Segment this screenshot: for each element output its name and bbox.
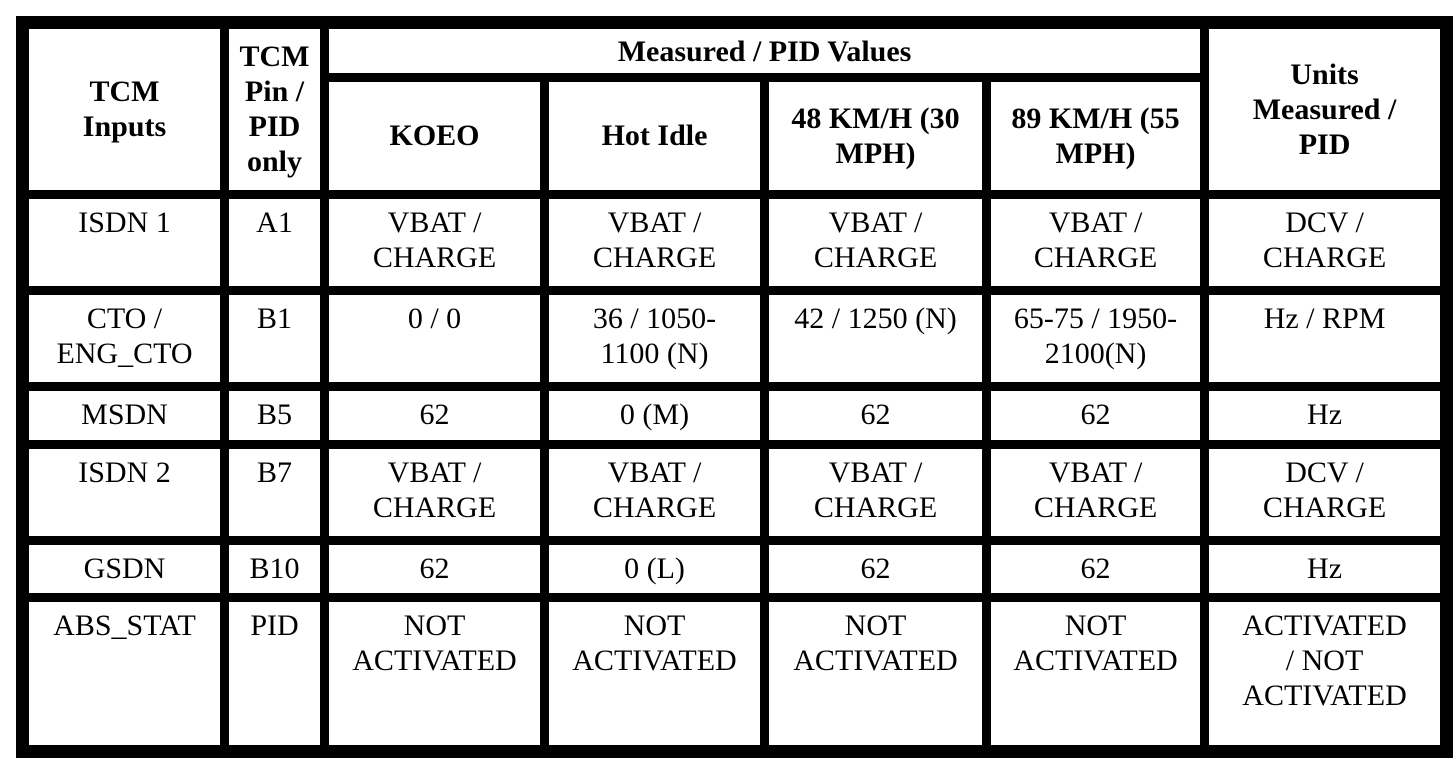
cell-pin: B10 [220,535,329,602]
cell-units: DCV / CHARGE [1200,439,1452,545]
cell-pin: B7 [220,439,329,545]
cell-89-kmh: NOT ACTIVATED [981,592,1210,757]
cell-pin: B1 [220,285,329,392]
header-koeo: KOEO [320,73,549,199]
cell-units: Hz [1200,535,1452,602]
cell-48-kmh: VBAT / CHARGE [760,189,991,295]
table-row-isdn1: ISDN 1 A1 VBAT / CHARGE VBAT / CHARGE VB… [18,189,1452,295]
cell-pin: A1 [220,189,329,295]
cell-hot-idle: 36 / 1050- 1100 (N) [540,285,769,392]
cell-hot-idle: 0 (M) [540,382,769,449]
cell-units: Hz [1200,382,1452,449]
cell-units: Hz / RPM [1200,285,1452,392]
table-row-isdn2: ISDN 2 B7 VBAT / CHARGE VBAT / CHARGE VB… [18,439,1452,545]
cell-48-kmh: 62 [760,382,991,449]
cell-koeo: NOT ACTIVATED [320,592,549,757]
cell-koeo: VBAT / CHARGE [320,189,549,295]
cell-48-kmh: 42 / 1250 (N) [760,285,991,392]
cell-units: DCV / CHARGE [1200,189,1452,295]
cell-koeo: 62 [320,382,549,449]
table-row-abs-stat: ABS_STAT PID NOT ACTIVATED NOT ACTIVATED… [18,592,1452,757]
header-units-measured-pid: Units Measured / PID [1200,18,1452,199]
cell-units: ACTIVATED / NOT ACTIVATED [1200,592,1452,757]
cell-hot-idle: VBAT / CHARGE [540,439,769,545]
cell-48-kmh: NOT ACTIVATED [760,592,991,757]
cell-input-label: MSDN [18,382,229,449]
table-row-cto: CTO / ENG_CTO B1 0 / 0 36 / 1050- 1100 (… [18,285,1452,392]
header-89-kmh: 89 KM/H (55 MPH) [981,73,1210,199]
cell-89-kmh: 65-75 / 1950- 2100(N) [981,285,1210,392]
cell-hot-idle: 0 (L) [540,535,769,602]
cell-pin: B5 [220,382,329,449]
cell-89-kmh: 62 [981,382,1210,449]
cell-hot-idle: VBAT / CHARGE [540,189,769,295]
header-48-kmh: 48 KM/H (30 MPH) [760,73,991,199]
header-tcm-inputs: TCM Inputs [18,18,229,199]
header-row-sub: KOEO Hot Idle 48 KM/H (30 MPH) 89 KM/H (… [23,73,1447,199]
cell-pin: PID [220,592,329,757]
cell-koeo: VBAT / CHARGE [320,439,549,545]
cell-89-kmh: VBAT / CHARGE [981,439,1210,545]
header-row-group: TCM Inputs TCM Pin / PID only Measured /… [18,17,1452,199]
cell-input-label: ISDN 1 [18,189,229,295]
cell-koeo: 0 / 0 [320,285,549,392]
table-row-msdn: MSDN B5 62 0 (M) 62 62 Hz [18,382,1452,449]
cell-input-label: GSDN [18,535,229,602]
cell-89-kmh: VBAT / CHARGE [981,189,1210,295]
tcm-inputs-table: TCM Inputs TCM Pin / PID only Measured /… [16,16,1454,758]
cell-48-kmh: 62 [760,535,991,602]
table-row-gsdn: GSDN B10 62 0 (L) 62 62 Hz [18,535,1452,602]
header-hot-idle: Hot Idle [540,73,769,199]
cell-hot-idle: NOT ACTIVATED [540,592,769,757]
header-measured-pid-values: Measured / PID Values [319,17,1210,83]
cell-input-label: ABS_STAT [18,592,229,757]
cell-input-label: CTO / ENG_CTO [18,285,229,392]
header-tcm-pin: TCM Pin / PID only [220,18,329,199]
cell-input-label: ISDN 2 [18,439,229,545]
cell-89-kmh: 62 [981,535,1210,602]
cell-koeo: 62 [320,535,549,602]
cell-48-kmh: VBAT / CHARGE [760,439,991,545]
